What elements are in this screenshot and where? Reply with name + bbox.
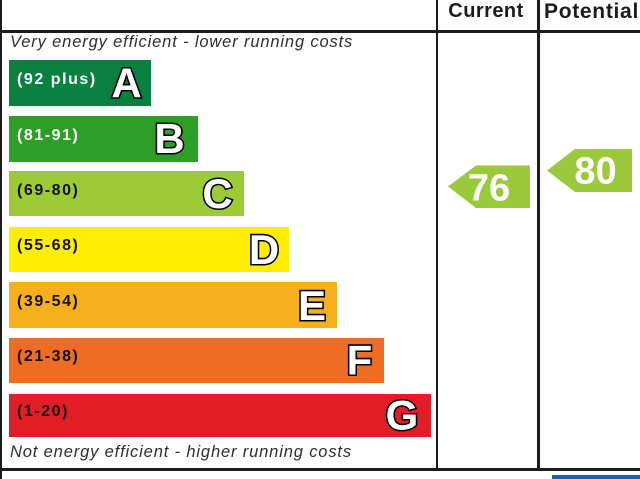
svg-text:G: G	[386, 392, 419, 439]
svg-text:E: E	[298, 282, 326, 329]
svg-text:B: B	[154, 115, 184, 162]
svg-text:80: 80	[574, 151, 616, 193]
svg-text:76: 76	[468, 168, 510, 210]
svg-text:C: C	[202, 170, 232, 217]
svg-text:A: A	[111, 60, 141, 107]
svg-text:D: D	[249, 226, 279, 273]
svg-text:F: F	[347, 337, 373, 384]
